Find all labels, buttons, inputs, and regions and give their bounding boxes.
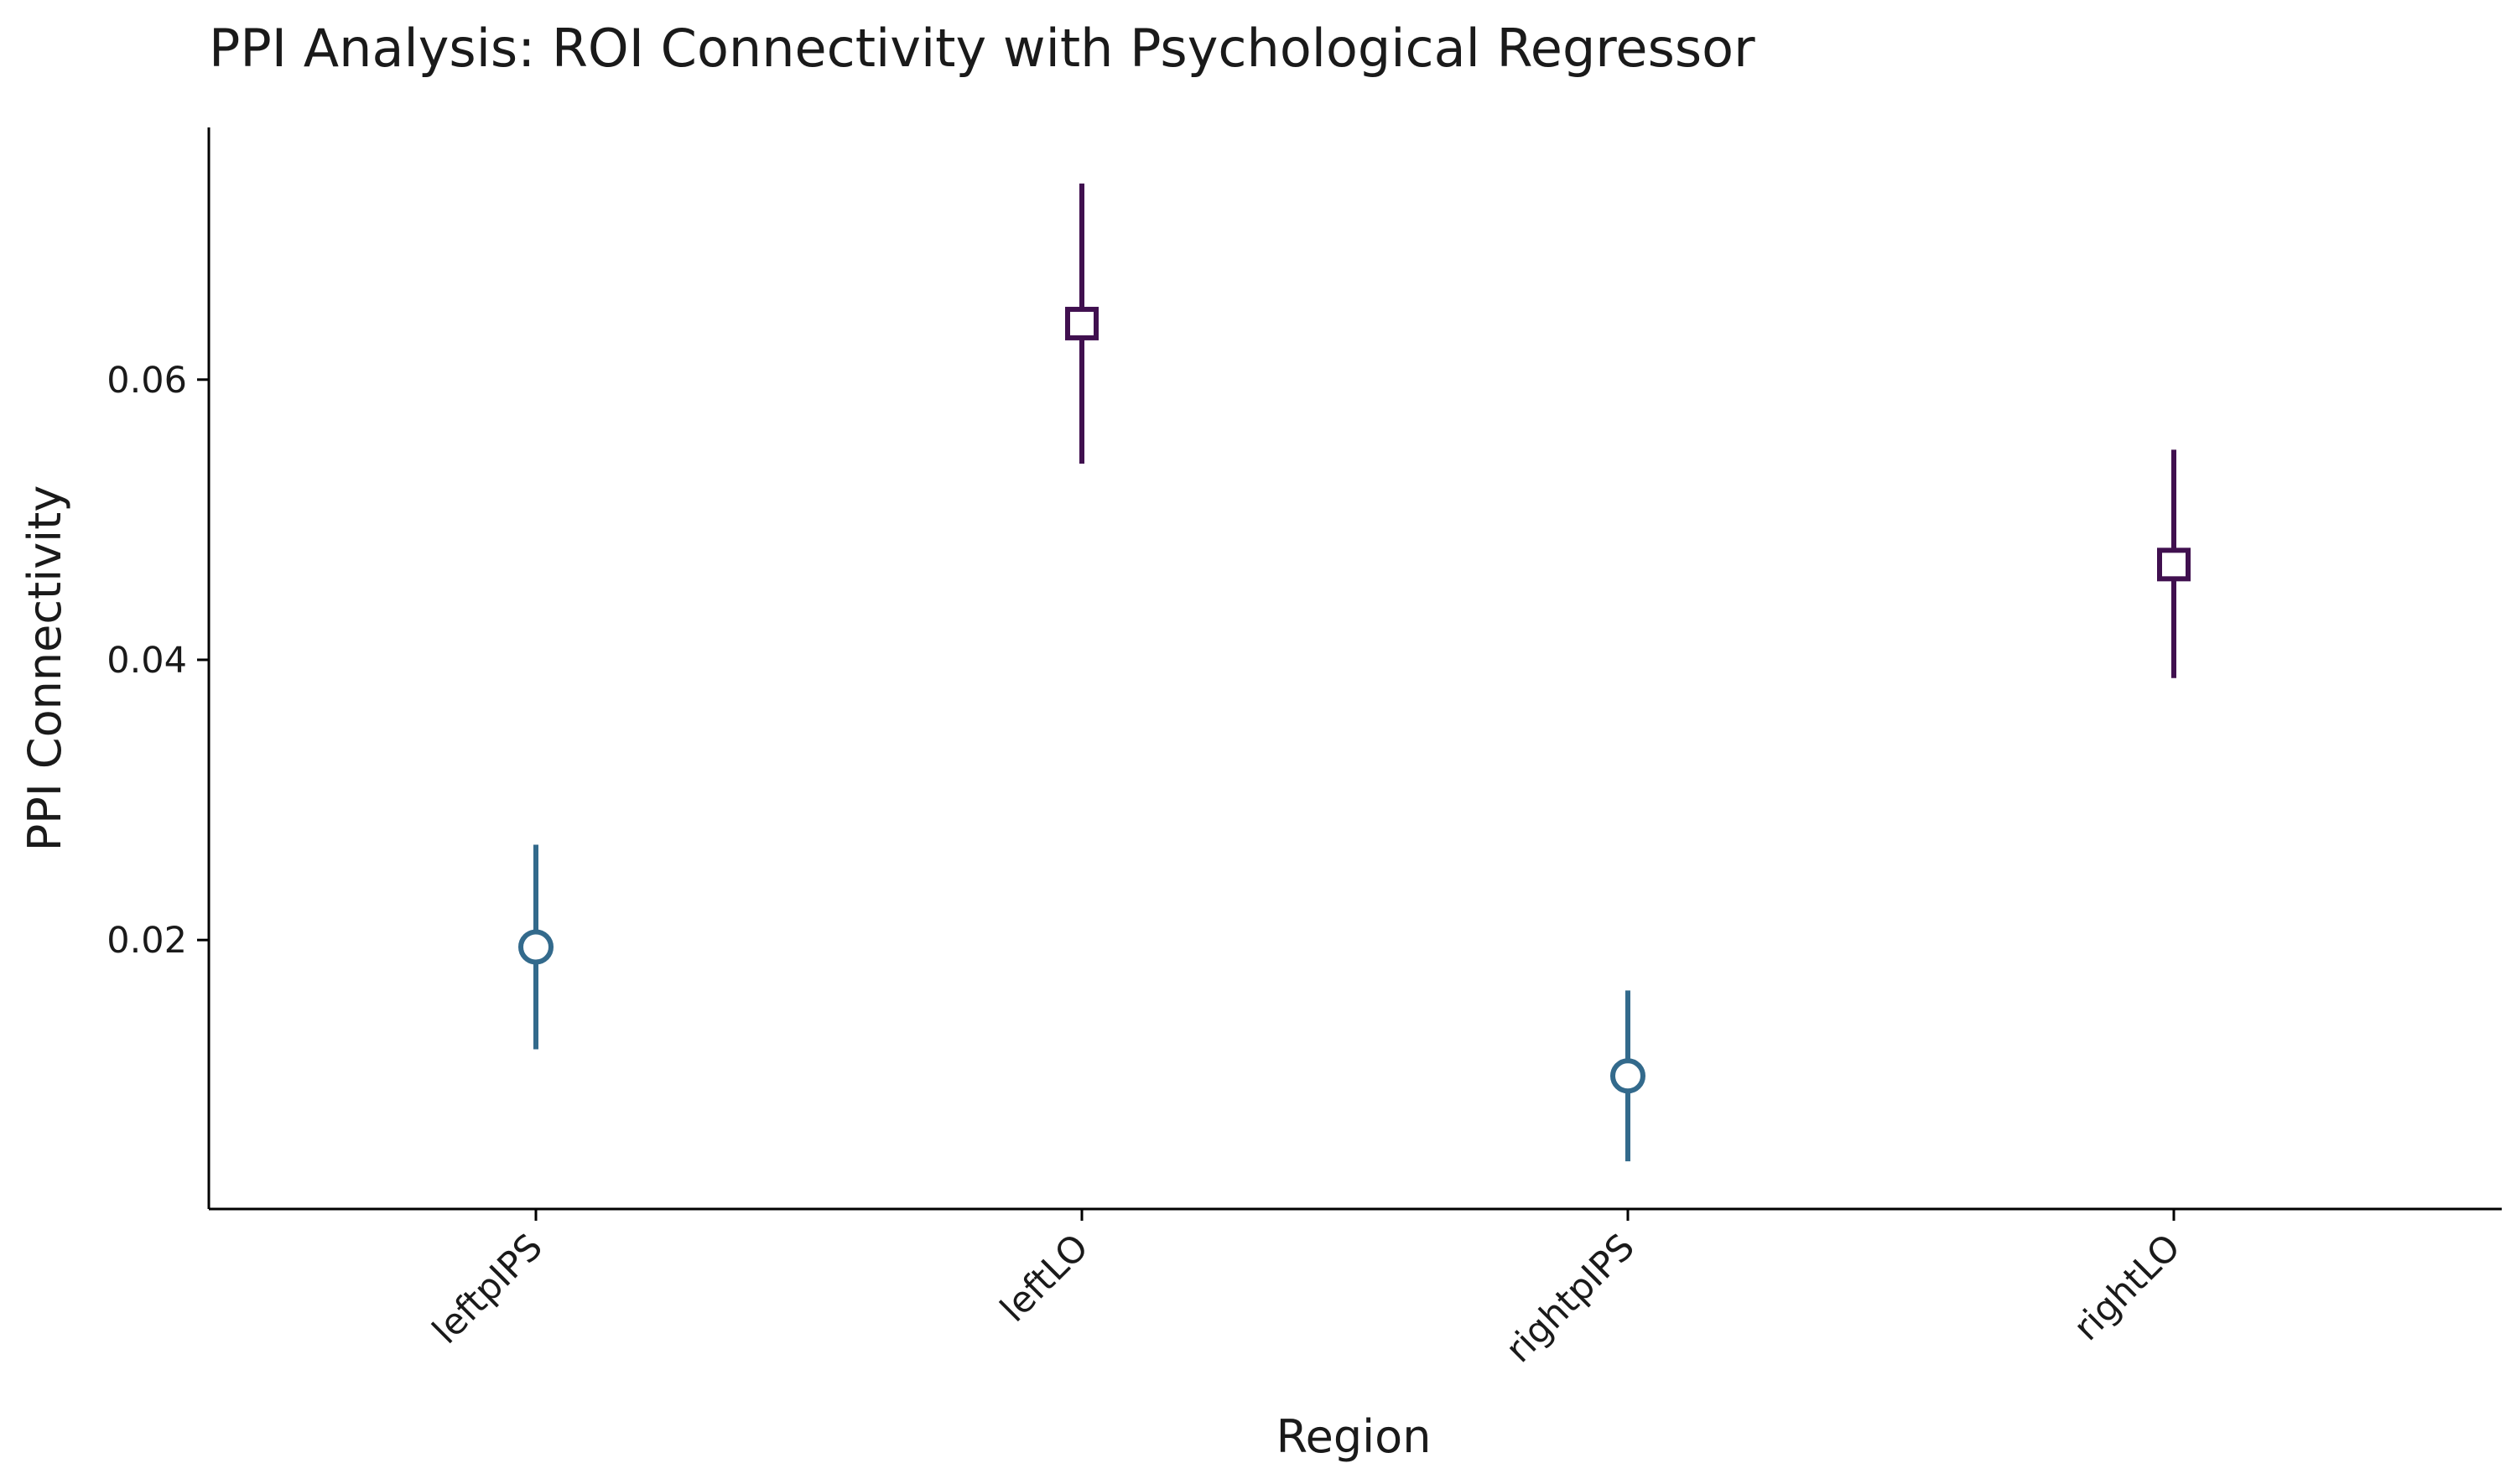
data-point-square <box>1065 306 1099 340</box>
y-ticks: 0.02 0.04 0.06 <box>107 360 209 962</box>
y-tick-label: 0.06 <box>107 360 187 402</box>
x-tick-label: leftpIPS <box>424 1226 551 1352</box>
data-point-circle <box>518 929 554 965</box>
x-tick-label: leftLO <box>992 1226 1096 1330</box>
data-point-square <box>2157 547 2191 582</box>
plot-area: 0.02 0.04 0.06 leftpIPS leftLO rightpIPS righ… <box>107 127 2502 1371</box>
x-ticks: leftpIPS leftLO rightpIPS rightLO <box>424 1209 2189 1371</box>
data-marks <box>518 183 2191 1162</box>
x-axis-label: Region <box>1276 1410 1432 1463</box>
y-axis-label: PPI Connectivity <box>18 485 71 852</box>
y-tick-label: 0.04 <box>107 640 187 682</box>
y-tick-label: 0.02 <box>107 920 187 962</box>
x-tick-label: rightpIPS <box>1498 1226 1643 1371</box>
x-tick-label: rightLO <box>2066 1226 2189 1349</box>
chart-title: PPI Analysis: ROI Connectivity with Psyc… <box>209 18 1755 79</box>
data-point-circle <box>1610 1058 1645 1094</box>
